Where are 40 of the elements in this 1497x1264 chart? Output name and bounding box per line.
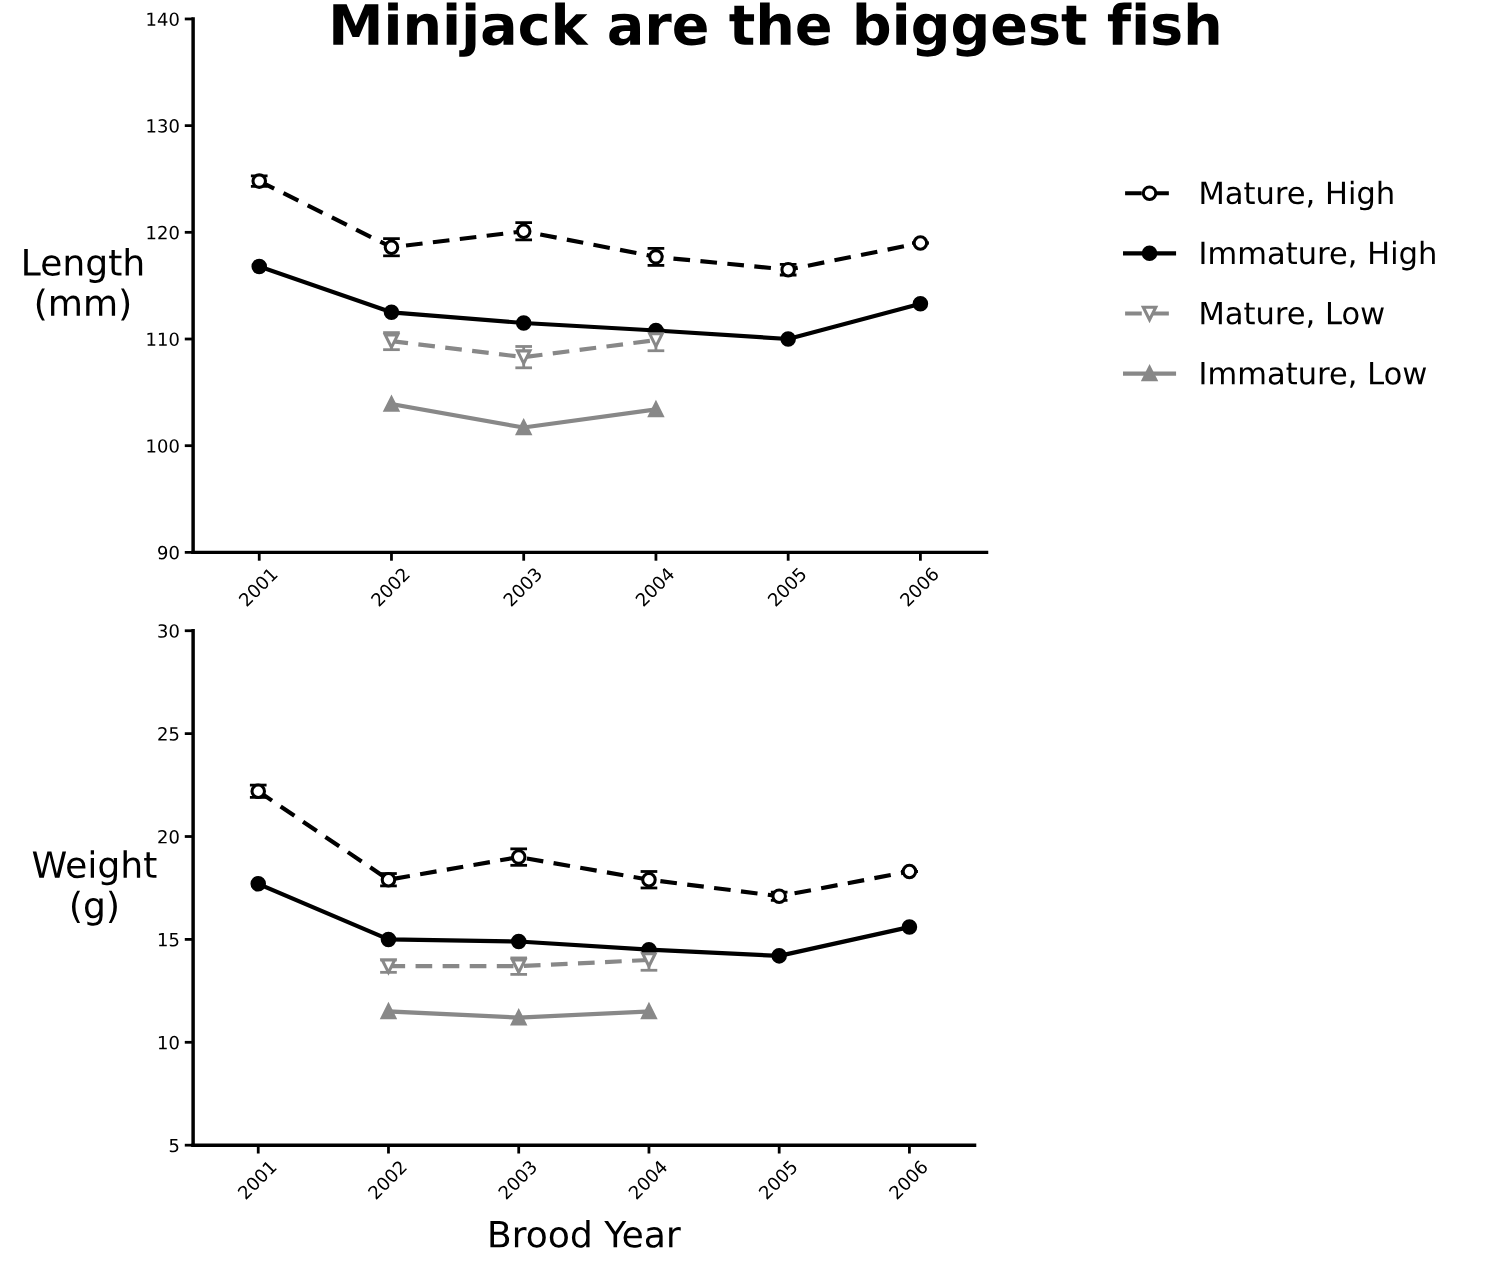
point: [780, 331, 796, 347]
point: [901, 863, 918, 880]
x-axis-title: Brood Year: [490, 1219, 681, 1248]
y-tick-label: 5: [169, 1138, 179, 1153]
y-tick-label: 90: [158, 545, 179, 560]
point: [515, 349, 532, 365]
y-axis-title: Length (mm): [24, 247, 143, 321]
point: [510, 1009, 527, 1026]
y-tick-label: 25: [158, 727, 179, 741]
point: [648, 401, 664, 418]
legend-label: Mature, High: [1201, 180, 1393, 211]
point: [771, 948, 787, 964]
y-tick-label: 20: [158, 829, 179, 844]
y-tick-label: 15: [158, 933, 179, 947]
point: [380, 1003, 397, 1020]
point: [515, 419, 532, 436]
point: [641, 1003, 657, 1020]
y-tick-label: 30: [158, 624, 179, 638]
point: [912, 296, 929, 312]
y-tick-label: 10: [158, 1035, 179, 1050]
chart-title: Minijack are the biggest fish: [333, 2, 1219, 57]
point: [251, 258, 268, 275]
point: [510, 933, 527, 950]
legend-label: Mature, Low: [1201, 301, 1384, 328]
y-tick-label: 140: [147, 12, 179, 27]
y-tick-label: 100: [147, 439, 179, 453]
y-tick-label: 120: [147, 225, 179, 240]
point: [912, 235, 929, 251]
point: [901, 919, 918, 935]
legend-label: Immature, High: [1201, 240, 1435, 271]
point: [380, 931, 397, 948]
y-axis-title: Weight (g): [32, 850, 157, 926]
point: [383, 304, 400, 321]
point: [250, 876, 267, 892]
y-tick-label: 110: [147, 332, 179, 347]
y-tick-label: 130: [147, 119, 179, 133]
point: [383, 396, 400, 412]
point: [515, 315, 532, 331]
point: [648, 332, 664, 348]
legend-label: Immature, Low: [1201, 362, 1427, 388]
